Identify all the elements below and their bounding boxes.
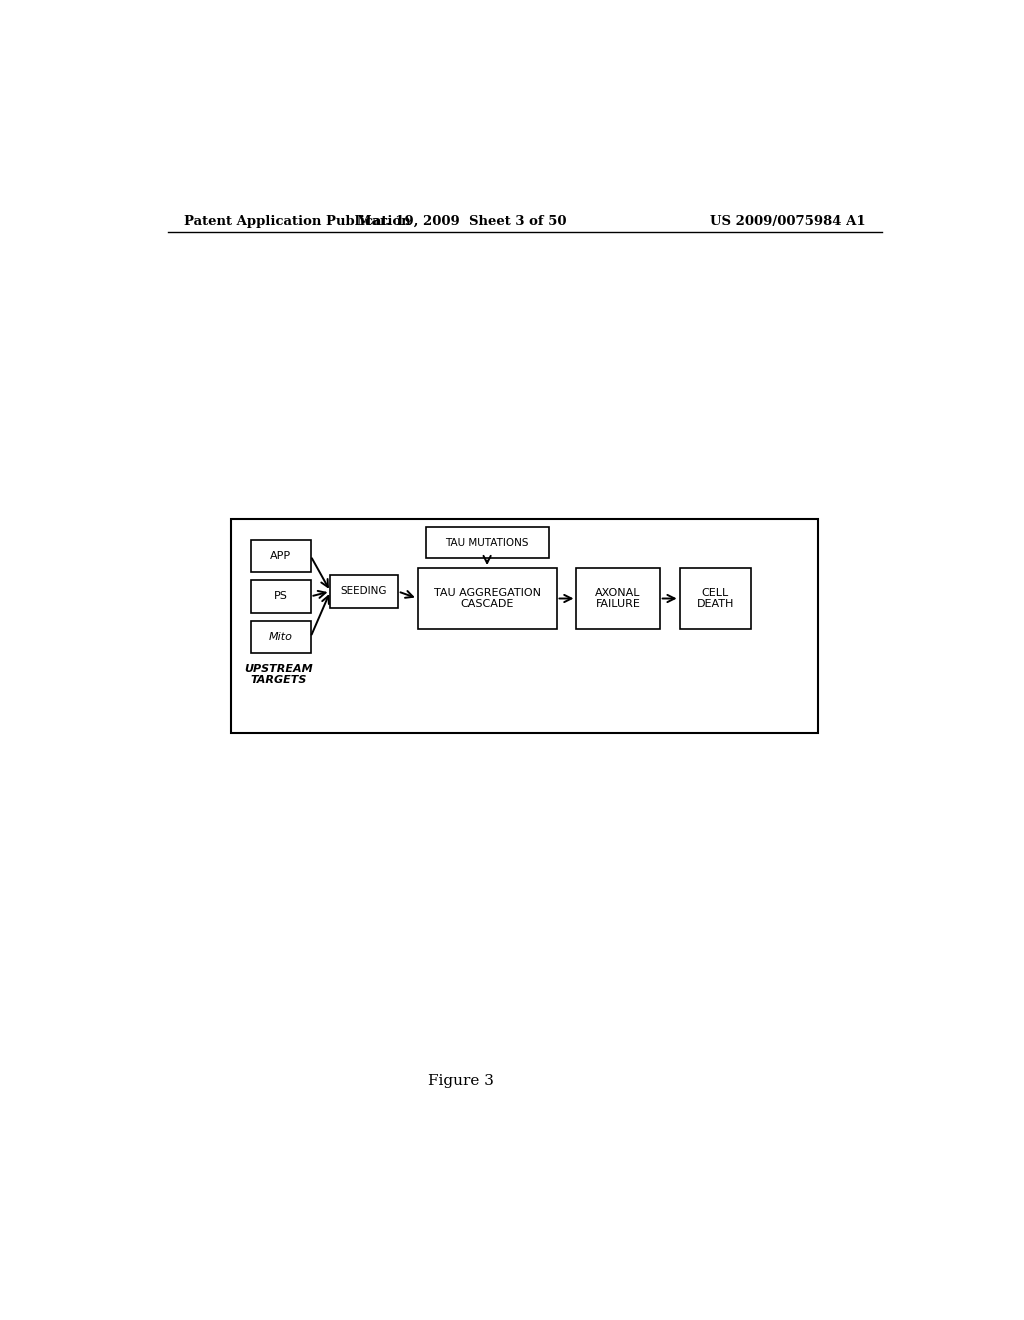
- Text: Mar. 19, 2009  Sheet 3 of 50: Mar. 19, 2009 Sheet 3 of 50: [356, 215, 566, 228]
- Text: TAU MUTATIONS: TAU MUTATIONS: [445, 537, 528, 548]
- Text: APP: APP: [270, 550, 292, 561]
- Bar: [418, 568, 557, 630]
- Text: Patent Application Publication: Patent Application Publication: [183, 215, 411, 228]
- Text: Mito: Mito: [269, 632, 293, 642]
- Text: PS: PS: [273, 591, 288, 602]
- Bar: [426, 528, 549, 558]
- Text: TAU AGGREGATION
CASCADE: TAU AGGREGATION CASCADE: [433, 587, 541, 610]
- Text: US 2009/0075984 A1: US 2009/0075984 A1: [711, 215, 866, 228]
- Text: Figure 3: Figure 3: [428, 1074, 495, 1088]
- Bar: [680, 568, 751, 630]
- Text: SEEDING: SEEDING: [341, 586, 387, 597]
- Text: CELL
DEATH: CELL DEATH: [696, 587, 734, 610]
- Bar: [251, 581, 310, 612]
- Bar: [231, 519, 818, 733]
- Bar: [331, 576, 398, 607]
- Bar: [251, 540, 310, 572]
- Text: AXONAL
FAILURE: AXONAL FAILURE: [595, 587, 641, 610]
- Text: UPSTREAM
TARGETS: UPSTREAM TARGETS: [245, 664, 313, 685]
- Bar: [251, 620, 310, 653]
- Bar: [577, 568, 659, 630]
